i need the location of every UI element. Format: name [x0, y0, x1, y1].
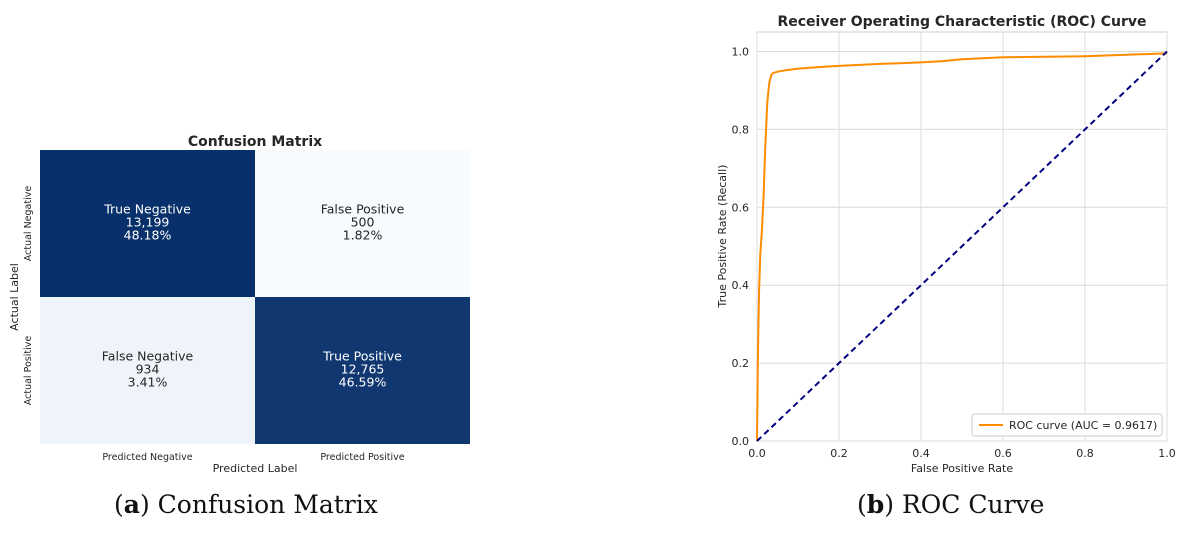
roc-ylabel: True Positive Rate (Recall) [716, 165, 729, 309]
roc-xtick: 0.0 [748, 447, 766, 460]
caption-b-text: ROC Curve [901, 490, 1045, 519]
cell-count: 500 [351, 215, 375, 230]
cell-label: True Negative [103, 202, 191, 217]
cell-percent: 3.41% [128, 375, 168, 390]
cell-background [255, 297, 470, 444]
confusion-matrix-chart: Confusion Matrix True Negative13,19948.1… [8, 134, 470, 475]
roc-ytick: 0.6 [732, 201, 750, 214]
cell-label: False Positive [321, 202, 405, 217]
roc-ytick: 0.4 [732, 279, 750, 292]
roc-plot-area [756, 31, 1168, 442]
caption-a: (a) Confusion Matrix [114, 490, 378, 519]
caption-a-letter: a [123, 490, 140, 519]
caption-a-text: Confusion Matrix [157, 490, 378, 519]
cell-background [255, 150, 470, 297]
roc-legend-box [971, 413, 1163, 437]
cell-count: 13,199 [126, 215, 170, 230]
roc-ytick: 1.0 [732, 45, 750, 58]
roc-legend-label: ROC curve (AUC = 0.9617) [1009, 419, 1157, 432]
roc-xtick: 0.4 [912, 447, 930, 460]
cell-background [40, 150, 255, 297]
cell-percent: 48.18% [124, 228, 172, 243]
cell-count: 12,765 [341, 362, 385, 377]
roc-legend: ROC curve (AUC = 0.9617) [971, 413, 1163, 437]
cell-count: 934 [136, 362, 160, 377]
confusion-matrix-ytick: Actual Negative [23, 186, 34, 262]
confusion-matrix-xtick: Predicted Positive [320, 452, 404, 463]
roc-xtick: 0.2 [830, 447, 848, 460]
roc-xtick: 0.6 [994, 447, 1012, 460]
cell-percent: 1.82% [343, 228, 383, 243]
roc-ytick: 0.2 [732, 357, 750, 370]
roc-xtick: 1.0 [1158, 447, 1176, 460]
cell-percent: 46.59% [339, 375, 387, 390]
confusion-matrix-ylabel: Actual Label [8, 263, 21, 331]
roc-curve-line [756, 52, 1168, 442]
caption-b: (b) ROC Curve [857, 490, 1045, 519]
confusion-matrix-ytick: Actual Positive [23, 336, 34, 406]
roc-baseline-diagonal [756, 50, 1168, 442]
cell-label: False Negative [102, 349, 194, 364]
roc-title: Receiver Operating Characteristic (ROC) … [777, 14, 1146, 30]
confusion-matrix-title: Confusion Matrix [188, 134, 322, 150]
caption-b-letter: b [866, 490, 885, 519]
roc-xlabel: False Positive Rate [911, 462, 1013, 475]
cell-background [40, 297, 255, 444]
roc-ytick: 0.8 [732, 123, 750, 136]
roc-xtick: 0.8 [1076, 447, 1094, 460]
cell-label: True Positive [322, 349, 402, 364]
roc-curve-chart: Receiver Operating Characteristic (ROC) … [716, 14, 1176, 475]
confusion-matrix-xlabel: Predicted Label [213, 462, 298, 475]
roc-ytick: 0.0 [732, 435, 750, 448]
confusion-matrix-xtick: Predicted Negative [102, 452, 192, 463]
